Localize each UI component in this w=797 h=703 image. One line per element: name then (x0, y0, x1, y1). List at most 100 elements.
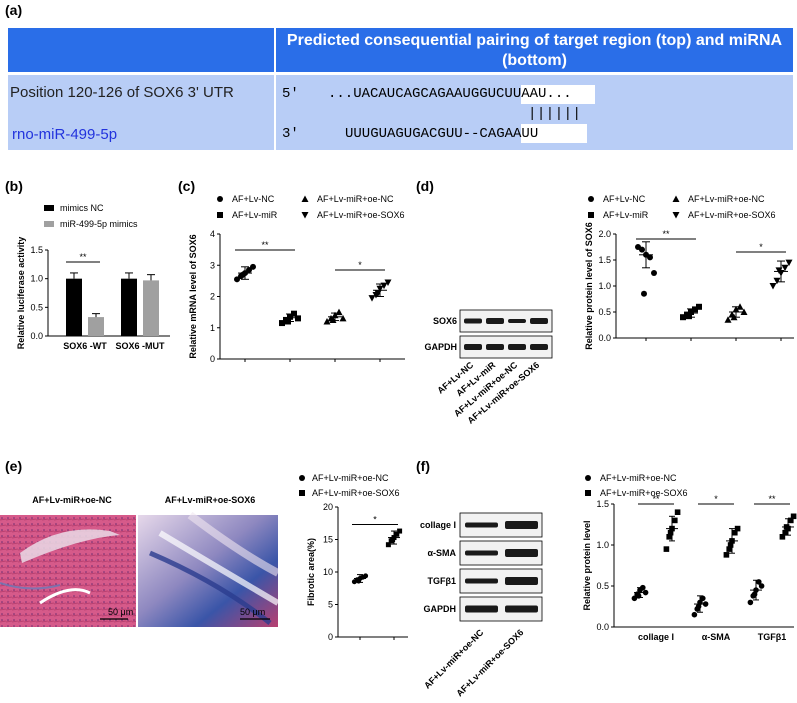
legend-marker (672, 212, 680, 219)
c-y-tick-label: 2 (210, 292, 215, 302)
f-y-label: Relative protein level (582, 520, 592, 610)
legend-swatch (44, 221, 54, 227)
b-x-tick-label: SOX6 -WT (63, 341, 107, 351)
blot-band (465, 522, 498, 528)
c1-sig: ** (261, 240, 269, 250)
blot-strip (459, 335, 553, 359)
e-point (397, 528, 403, 534)
d-y-label: Relative protein level of SOX6 (584, 222, 594, 350)
f-y-tick-label: 1.5 (596, 499, 609, 509)
f-point (700, 595, 706, 602)
c-point (323, 318, 331, 325)
f-point (782, 529, 788, 536)
b-y-tick-label: 1.5 (30, 245, 43, 255)
d-point (680, 314, 686, 321)
legend-label: AF+Lv-miR+oe-SOX6 (317, 210, 405, 220)
e-point (394, 531, 400, 537)
legend-label: AF+Lv-miR+oe-NC (600, 473, 677, 483)
e-y-tick-label: 5 (328, 600, 333, 610)
f-point (758, 583, 765, 589)
f-point (727, 542, 734, 548)
histology-svg: AF+Lv-miR+oe-NC AF+Lv-miR+oe-SOX6 50 μm … (0, 495, 280, 627)
d-y-tick-label: 2.0 (598, 229, 611, 239)
c-y-label: Relative mRNA level of SOX6 (188, 234, 198, 358)
d-point (686, 313, 692, 320)
c-point (384, 279, 392, 286)
legend-marker (301, 195, 309, 202)
panel-label-d: (d) (416, 178, 434, 194)
legend-marker (585, 490, 591, 496)
d-point (696, 303, 702, 310)
f-point (663, 546, 670, 552)
blot-band (486, 318, 504, 324)
legend-label: AF+Lv-miR+oe-NC (317, 194, 394, 204)
d-y-tick-label: 0.5 (598, 307, 611, 317)
f-point (695, 603, 702, 610)
seed-highlight-mirna (521, 124, 587, 143)
e-y-tick-label: 15 (323, 535, 333, 545)
f-point (779, 534, 786, 540)
legend-label: AF+Lv-NC (232, 194, 275, 204)
blot-label: TGFβ1 (428, 576, 457, 586)
f-point (747, 599, 754, 606)
blot-band (486, 344, 504, 350)
blot-band (530, 344, 548, 350)
legend-label: miR-499-5p mimics (60, 219, 138, 229)
c-point (329, 316, 337, 323)
f-point (790, 513, 797, 520)
e-point (390, 537, 396, 542)
f1-sig: * (714, 494, 718, 504)
legend-label: AF+Lv-miR+oe-NC (312, 473, 389, 483)
legend-label: AF+Lv-miR (232, 210, 278, 220)
blot-band (464, 344, 482, 350)
blot-label: SOX6 (433, 316, 457, 326)
d-point (740, 308, 748, 315)
f-x-tick-label: collage I (638, 632, 674, 642)
d-y-tick-label: 0.0 (598, 333, 611, 343)
legend-marker (301, 212, 309, 219)
d2-sig: * (759, 242, 763, 252)
blot-band (508, 319, 526, 323)
legend-label: AF+Lv-miR+oe-NC (688, 194, 765, 204)
f-x-tick-label: α-SMA (702, 632, 731, 642)
f0-sig: ** (652, 494, 660, 504)
target-position-label: Position 120-126 of SOX6 3' UTR (10, 84, 234, 101)
c-y-tick-label: 1 (210, 323, 215, 333)
blot-label: α-SMA (427, 548, 456, 558)
c-point (368, 295, 376, 302)
d-point (785, 259, 793, 267)
legend-marker (585, 475, 591, 481)
b-sig: ** (79, 252, 87, 262)
chart-e: AF+Lv-miR+oe-NC AF+Lv-miR+oe-SOX6 0 5 10 15 20… (299, 473, 408, 642)
f-point (788, 517, 794, 524)
blot-band (505, 577, 538, 585)
e-y-tick-label: 20 (323, 502, 333, 512)
b-bar (88, 317, 104, 336)
panel-label-c: (c) (178, 178, 196, 194)
c-y-tick-label: 4 (210, 229, 215, 239)
blot-band (508, 344, 526, 350)
d-y-tick-label: 1.5 (598, 255, 611, 265)
f-y-tick-label: 0.5 (596, 581, 609, 591)
f2-sig: ** (768, 494, 776, 504)
blot-label: GAPDH (424, 342, 457, 352)
b-bar (143, 280, 159, 336)
e-y-tick-label: 10 (323, 567, 333, 577)
c-point (295, 315, 301, 322)
panel-label-f: (f) (416, 458, 430, 474)
f-point (631, 595, 638, 602)
scale-label-nc: 50 μm (108, 607, 133, 617)
legend-marker (299, 490, 305, 496)
lane-label: AF+Lv-miR+oe-SOX6 (454, 627, 525, 698)
d-y-tick-label: 1.0 (598, 281, 611, 291)
legend-marker (217, 212, 223, 218)
legend-label: AF+Lv-NC (603, 194, 646, 204)
f-point (732, 529, 738, 536)
blot-band (464, 318, 482, 324)
b-y-tick-label: 0.0 (30, 331, 43, 341)
f-point (726, 546, 732, 552)
prime3-label: 3' (282, 126, 299, 142)
pairing-bars: |||||| (528, 106, 582, 122)
f-point (751, 591, 758, 597)
